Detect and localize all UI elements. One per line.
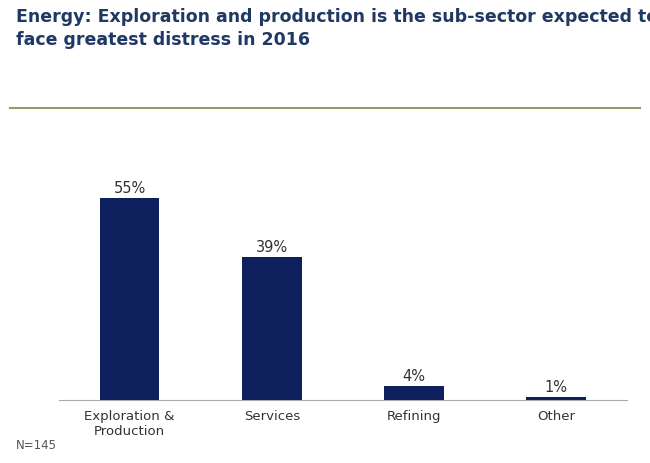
Bar xyxy=(526,397,586,400)
Text: 39%: 39% xyxy=(255,239,288,255)
Text: Energy: Exploration and production is the sub-sector expected to
face greatest d: Energy: Exploration and production is th… xyxy=(16,8,650,49)
Bar xyxy=(384,386,444,400)
Bar xyxy=(99,199,159,400)
Bar xyxy=(242,257,302,400)
Text: N=145: N=145 xyxy=(16,438,57,451)
Text: 55%: 55% xyxy=(114,181,146,196)
Text: 4%: 4% xyxy=(402,368,426,383)
Text: 1%: 1% xyxy=(545,379,567,394)
Text: Which energy sector will experience the most distress in 2016 due to the continu: Which energy sector will experience the … xyxy=(20,128,650,141)
